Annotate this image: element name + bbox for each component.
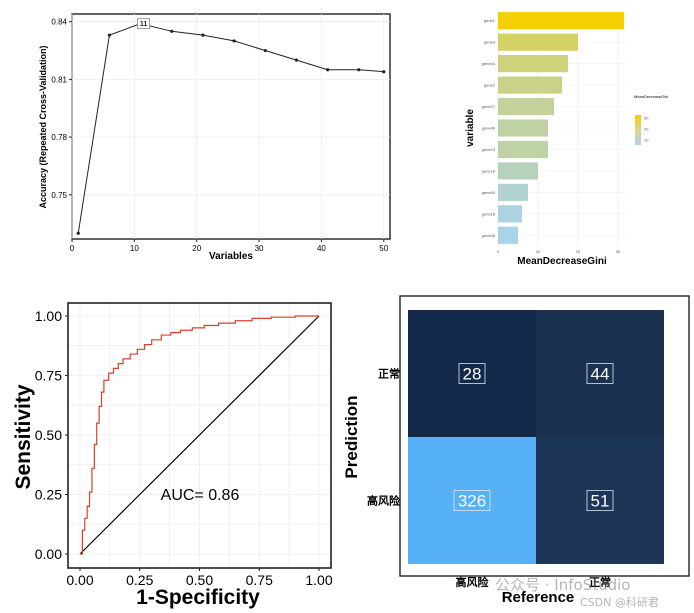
importance-bar <box>498 33 578 51</box>
importance-bar <box>498 140 548 159</box>
roc-x-label: 1-Specificity <box>136 586 260 609</box>
roc-curve <box>80 315 319 555</box>
accuracy-point <box>201 33 205 37</box>
reference-category-label: 高风险 <box>456 575 490 589</box>
roc-x-tick-label: 1.00 <box>305 572 332 588</box>
confusion-cell <box>536 437 664 564</box>
roc-x-tick-label: 0.25 <box>126 572 153 588</box>
importance-category-label: gene1 <box>484 18 496 23</box>
accuracy-point <box>170 29 174 33</box>
roc-x-tick-label: 0.75 <box>246 572 273 588</box>
accuracy-x-label: Variables <box>209 251 253 262</box>
roc-y-tick-label: 1.00 <box>35 308 62 324</box>
importance-bar <box>498 205 522 223</box>
roc-y-label: Sensitivity <box>12 384 35 489</box>
roc-y-tick-label: 0.00 <box>35 546 62 562</box>
confusion-value-box <box>458 363 486 384</box>
accuracy-point <box>263 48 267 53</box>
confusion-cell <box>408 310 536 437</box>
importance-category-label: gene40 <box>482 190 496 195</box>
accuracy-x-tick-label: 20 <box>192 244 201 253</box>
reference-axis-label: Reference <box>502 589 575 606</box>
importance-bar <box>498 97 554 116</box>
importance-x-tick-label: 20 <box>576 249 581 254</box>
importance-category-label: gene16 <box>482 168 496 173</box>
accuracy-y-label: Accuracy (Repeated Cross-Validation) <box>38 45 48 208</box>
confusion-value: 326 <box>458 492 486 511</box>
roc-y-tick-label: 0.25 <box>35 487 62 503</box>
confusion-value-box <box>586 490 614 511</box>
importance-category-label: gene44 <box>482 61 496 66</box>
accuracy-point <box>76 231 80 235</box>
importance-category-label: gene2 <box>484 83 496 88</box>
confusion-value: 28 <box>463 365 482 384</box>
accuracy-y-tick-label: 0.81 <box>51 75 67 84</box>
accuracy-x-tick-label: 50 <box>379 244 388 253</box>
importance-category-label: gene27 <box>482 104 496 109</box>
accuracy-y-tick-label: 0.84 <box>51 18 67 27</box>
importance-legend-colorbar <box>635 115 641 145</box>
importance-bar <box>498 55 568 73</box>
confusion-value-box <box>453 490 491 511</box>
roc-chart: 0.00 0.25 0.50 0.75 1.00 0.00 0.25 0.50 0.75 1.0… <box>12 302 333 609</box>
roc-diagonal-line <box>79 315 320 555</box>
reference-category-label: 正常 <box>589 575 611 589</box>
watermark-brand: 公众号 · InfoStudio <box>495 576 631 594</box>
importance-bar <box>498 12 624 30</box>
importance-x-tick-label: 30 <box>616 249 621 254</box>
accuracy-point <box>107 33 112 37</box>
accuracy-x-tick-label: 10 <box>130 244 139 253</box>
roc-y-tick-label: 0.50 <box>35 427 62 443</box>
confusion-value: 44 <box>591 365 610 384</box>
roc-x-tick-label: 0.00 <box>66 572 93 588</box>
importance-bar <box>498 162 538 180</box>
importance-category-label: gene13 <box>482 147 496 152</box>
roc-x-tick-label: 0.50 <box>186 572 213 588</box>
accuracy-chart: 0.75 0.78 0.81 0.84 0 10 20 30 40 50 11 Variable… <box>38 13 391 262</box>
importance-bar <box>498 119 548 137</box>
importance-legend-title: MeanDecreaseGini <box>634 94 668 99</box>
watermark-source: CSDN @科研君 <box>580 596 659 609</box>
auc-annotation: AUC= 0.86 <box>161 487 240 504</box>
confusion-value-box <box>586 363 614 384</box>
accuracy-plot-area <box>71 13 391 240</box>
confusion-value: 51 <box>591 492 610 511</box>
prediction-axis-label: Prediction <box>342 395 361 478</box>
accuracy-x-tick-label: 40 <box>317 244 326 253</box>
importance-bar <box>498 76 562 94</box>
prediction-category-label: 正常 <box>378 367 400 381</box>
accuracy-point <box>326 68 330 72</box>
importance-x-tick-label: 10 <box>536 249 541 254</box>
accuracy-point <box>357 68 361 72</box>
importance-legend-tick: 10 <box>644 138 649 143</box>
accuracy-point <box>232 39 236 43</box>
importance-legend-tick: 30 <box>644 116 649 121</box>
importance-bar <box>498 226 518 244</box>
importance-category-label: gene15 <box>482 211 496 216</box>
importance-category-label: gene45 <box>482 233 496 238</box>
accuracy-y-tick-label: 0.75 <box>51 191 67 200</box>
best-point-box <box>137 18 150 30</box>
importance-category-label: gene46 <box>482 126 496 131</box>
prediction-category-label: 高风险 <box>367 494 401 508</box>
importance-bar <box>498 183 528 201</box>
importance-y-label: variable <box>465 109 476 147</box>
importance-legend-tick: 20 <box>644 127 649 132</box>
importance-x-label: MeanDecreaseGini <box>517 256 607 267</box>
accuracy-x-tick-label: 30 <box>255 244 264 253</box>
best-point-label: 11 <box>140 21 148 28</box>
accuracy-x-tick-label: 0 <box>70 244 75 253</box>
importance-x-tick-label: 0 <box>497 249 500 254</box>
importance-category-label: gene4 <box>484 40 496 45</box>
accuracy-y-tick-label: 0.78 <box>51 133 67 142</box>
accuracy-point <box>382 70 386 74</box>
accuracy-point <box>294 58 299 62</box>
roc-y-tick-label: 0.75 <box>35 368 62 384</box>
importance-chart: gene1 gene4 gene44 gene2 gene27 gene46 gene13 g… <box>465 10 668 267</box>
confusion-cell <box>408 437 536 564</box>
confusion-cell <box>536 310 664 437</box>
